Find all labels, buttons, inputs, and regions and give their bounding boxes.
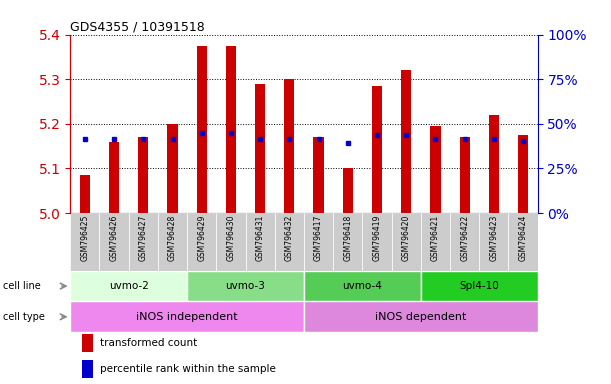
Bar bbox=[80, 175, 90, 213]
Text: GSM796425: GSM796425 bbox=[81, 215, 89, 261]
FancyBboxPatch shape bbox=[333, 213, 362, 271]
Text: GSM796424: GSM796424 bbox=[519, 215, 527, 261]
FancyBboxPatch shape bbox=[187, 213, 216, 271]
Text: uvmo-3: uvmo-3 bbox=[225, 281, 266, 291]
Text: percentile rank within the sample: percentile rank within the sample bbox=[100, 364, 276, 374]
Bar bbox=[82, 334, 93, 352]
Text: GSM796430: GSM796430 bbox=[227, 215, 235, 262]
Text: GSM796418: GSM796418 bbox=[343, 215, 353, 261]
FancyBboxPatch shape bbox=[187, 271, 304, 301]
Bar bbox=[82, 360, 93, 378]
Text: GSM796427: GSM796427 bbox=[139, 215, 148, 261]
Bar bbox=[343, 169, 353, 213]
FancyBboxPatch shape bbox=[275, 213, 304, 271]
FancyBboxPatch shape bbox=[392, 213, 421, 271]
Text: GSM796423: GSM796423 bbox=[489, 215, 499, 261]
Text: cell line: cell line bbox=[3, 281, 41, 291]
Text: GSM796431: GSM796431 bbox=[255, 215, 265, 261]
FancyBboxPatch shape bbox=[450, 213, 479, 271]
FancyBboxPatch shape bbox=[100, 213, 129, 271]
FancyBboxPatch shape bbox=[70, 301, 304, 332]
Text: uvmo-4: uvmo-4 bbox=[342, 281, 382, 291]
FancyBboxPatch shape bbox=[421, 213, 450, 271]
Text: Spl4-10: Spl4-10 bbox=[459, 281, 499, 291]
Text: GSM796426: GSM796426 bbox=[109, 215, 119, 261]
Text: transformed count: transformed count bbox=[100, 338, 197, 348]
Bar bbox=[109, 142, 119, 213]
Bar bbox=[430, 126, 441, 213]
Bar bbox=[197, 46, 207, 213]
Text: GSM796432: GSM796432 bbox=[285, 215, 294, 261]
FancyBboxPatch shape bbox=[216, 213, 246, 271]
Text: cell type: cell type bbox=[3, 312, 45, 322]
FancyBboxPatch shape bbox=[421, 271, 538, 301]
Text: GSM796421: GSM796421 bbox=[431, 215, 440, 261]
Bar bbox=[518, 135, 528, 213]
Text: iNOS dependent: iNOS dependent bbox=[375, 312, 467, 322]
FancyBboxPatch shape bbox=[70, 213, 100, 271]
Text: GSM796428: GSM796428 bbox=[168, 215, 177, 261]
FancyBboxPatch shape bbox=[362, 213, 392, 271]
Text: GDS4355 / 10391518: GDS4355 / 10391518 bbox=[70, 20, 205, 33]
Text: GSM796417: GSM796417 bbox=[314, 215, 323, 261]
Bar bbox=[138, 137, 148, 213]
Text: GSM796419: GSM796419 bbox=[373, 215, 381, 261]
Text: iNOS independent: iNOS independent bbox=[136, 312, 238, 322]
Text: GSM796422: GSM796422 bbox=[460, 215, 469, 261]
FancyBboxPatch shape bbox=[304, 213, 333, 271]
FancyBboxPatch shape bbox=[246, 213, 275, 271]
Bar bbox=[401, 70, 411, 213]
Bar bbox=[167, 124, 178, 213]
Bar bbox=[459, 137, 470, 213]
FancyBboxPatch shape bbox=[304, 271, 421, 301]
FancyBboxPatch shape bbox=[508, 213, 538, 271]
FancyBboxPatch shape bbox=[70, 271, 187, 301]
Bar bbox=[489, 115, 499, 213]
FancyBboxPatch shape bbox=[158, 213, 187, 271]
FancyBboxPatch shape bbox=[304, 301, 538, 332]
FancyBboxPatch shape bbox=[129, 213, 158, 271]
Bar bbox=[226, 46, 236, 213]
Text: uvmo-2: uvmo-2 bbox=[109, 281, 148, 291]
Text: GSM796429: GSM796429 bbox=[197, 215, 207, 261]
Bar bbox=[284, 79, 295, 213]
Bar bbox=[255, 84, 265, 213]
Text: GSM796420: GSM796420 bbox=[401, 215, 411, 261]
Bar bbox=[372, 86, 382, 213]
Bar bbox=[313, 137, 324, 213]
FancyBboxPatch shape bbox=[479, 213, 508, 271]
